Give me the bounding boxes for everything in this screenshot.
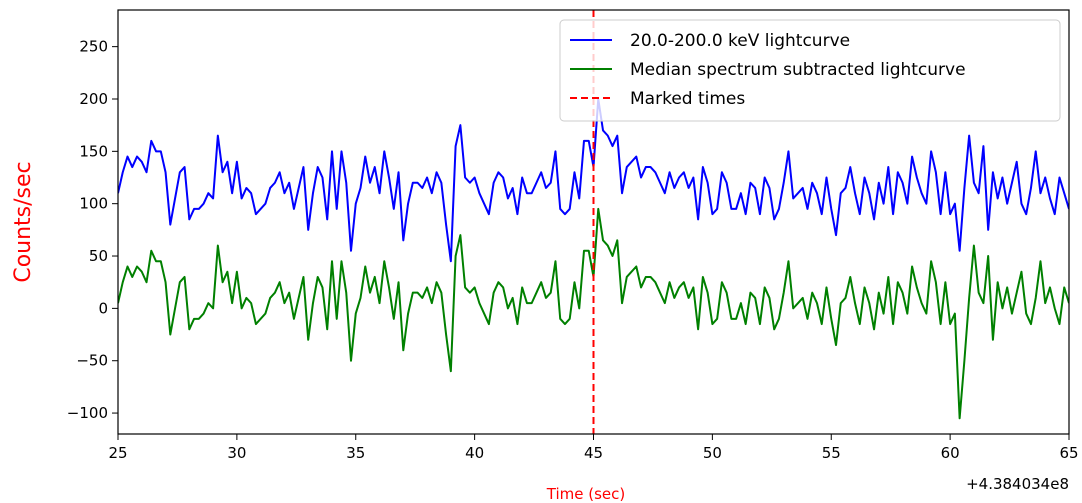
legend-box (559, 19, 1061, 122)
y-tick-label: 100 (79, 195, 108, 213)
y-tick-label: 250 (79, 38, 108, 56)
x-tick-label: 25 (108, 444, 127, 462)
y-tick-label: −100 (67, 404, 108, 422)
x-tick-label: 60 (941, 444, 960, 462)
y-axis-label: Counts/sec (11, 161, 36, 282)
x-axis-label: Time (sec) (546, 485, 625, 503)
x-tick-label: 50 (703, 444, 722, 462)
x-axis-offset-label: +4.384034e8 (966, 475, 1069, 493)
x-tick-label: 35 (346, 444, 365, 462)
x-tick-label: 65 (1059, 444, 1078, 462)
y-tick-label: 50 (89, 247, 108, 265)
y-tick-label: 150 (79, 142, 108, 160)
x-tick-label: 30 (227, 444, 246, 462)
y-tick-label: 200 (79, 90, 108, 108)
legend: 20.0-200.0 keV lightcurve Median spectrum… (559, 19, 1061, 122)
x-tick-label: 45 (584, 444, 603, 462)
y-tick-label: −50 (76, 352, 108, 370)
y-axis-ticks: −100 −50 0 50 100 150 200 250 (67, 38, 118, 422)
legend-label-2: Marked times (630, 89, 745, 109)
x-tick-label: 55 (822, 444, 841, 462)
x-axis-ticks: 25 30 35 40 45 50 55 60 65 (108, 434, 1079, 462)
legend-label-0: 20.0-200.0 keV lightcurve (630, 31, 850, 51)
legend-label-1: Median spectrum subtracted lightcurve (630, 60, 966, 80)
y-tick-label: 0 (98, 299, 108, 317)
x-tick-label: 40 (465, 444, 484, 462)
